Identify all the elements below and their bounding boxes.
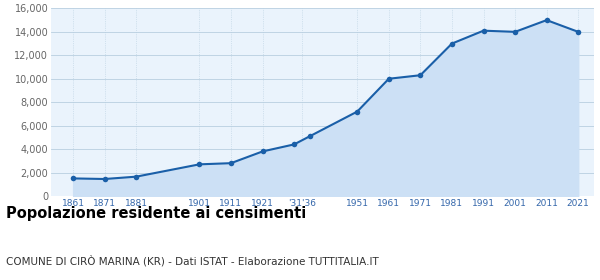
Point xyxy=(194,162,204,167)
Point xyxy=(479,29,488,33)
Point xyxy=(542,18,551,22)
Point xyxy=(574,30,583,34)
Point xyxy=(352,109,362,114)
Point xyxy=(447,41,457,46)
Point xyxy=(305,134,314,138)
Point xyxy=(258,149,268,154)
Point xyxy=(226,161,236,165)
Text: Popolazione residente ai censimenti: Popolazione residente ai censimenti xyxy=(6,206,306,221)
Point xyxy=(100,177,109,181)
Point xyxy=(68,176,78,181)
Text: COMUNE DI CIRÒ MARINA (KR) - Dati ISTAT - Elaborazione TUTTITALIA.IT: COMUNE DI CIRÒ MARINA (KR) - Dati ISTAT … xyxy=(6,255,379,266)
Point xyxy=(510,30,520,34)
Point xyxy=(416,73,425,78)
Point xyxy=(131,174,141,179)
Point xyxy=(289,142,299,147)
Point xyxy=(384,76,394,81)
